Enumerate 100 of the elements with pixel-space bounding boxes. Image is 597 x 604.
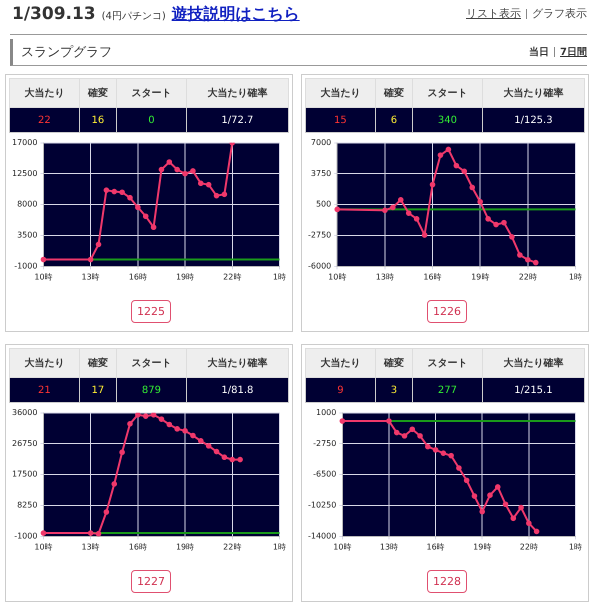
point (534, 528, 540, 534)
point (127, 421, 133, 427)
point (206, 182, 212, 188)
x-tick-label: 13時 (376, 272, 394, 282)
point (501, 220, 507, 226)
point (158, 416, 164, 422)
text: 大当たり (306, 78, 376, 108)
point (174, 426, 180, 432)
text: 確変 (375, 348, 413, 378)
point (394, 430, 400, 436)
point (150, 224, 156, 230)
point (526, 520, 532, 526)
text: 1/72.7 (186, 108, 288, 132)
point (525, 256, 531, 263)
y-tick-label: 17000 (12, 138, 38, 147)
y-tick-label: -1000 (14, 261, 38, 270)
y-tick-label: -6500 (313, 470, 336, 479)
text: 当日 (529, 47, 550, 58)
point (166, 159, 172, 165)
text: 15 (306, 108, 376, 132)
y-tick-label: 1000 (316, 408, 336, 417)
y-tick-label: 3750 (310, 168, 332, 178)
text: スタート (116, 78, 186, 108)
point (119, 189, 125, 196)
point (111, 188, 118, 194)
text: スランプグラフ (21, 44, 112, 61)
x-tick-label: 10時 (333, 542, 352, 552)
text: 1/215.1 (482, 378, 584, 402)
point (532, 260, 539, 266)
point (456, 465, 462, 471)
point (190, 168, 196, 174)
text: 大当たり確率 (482, 78, 584, 108)
text: 大当たり (10, 78, 80, 108)
point (417, 433, 423, 439)
point (409, 426, 416, 432)
point (222, 192, 228, 198)
y-tick-label: 12500 (12, 168, 38, 178)
point (150, 412, 156, 418)
point (182, 428, 188, 434)
point (340, 418, 346, 424)
text: 1/309.13 (12, 4, 96, 24)
point (477, 198, 483, 205)
point (119, 449, 125, 456)
x-tick-label: 22時 (518, 272, 537, 282)
point (502, 501, 508, 508)
x-tick-label: 1時 (568, 542, 582, 552)
point (166, 422, 172, 428)
point (493, 222, 499, 228)
y-tick-label: -6000 (308, 261, 332, 270)
point (198, 180, 204, 186)
point (40, 256, 46, 262)
x-tick-label: 19時 (176, 542, 194, 552)
x-tick-label: 13時 (82, 542, 100, 552)
y-tick-label: -10250 (308, 500, 336, 510)
point (127, 194, 133, 201)
y-tick-label: -2750 (308, 230, 332, 240)
text: 大当たり (306, 348, 376, 378)
x-tick-label: 10時 (34, 542, 53, 552)
text: 遊技説明はこちら (172, 4, 300, 23)
point (487, 492, 493, 498)
point (461, 168, 468, 174)
point (440, 450, 446, 456)
x-tick-label: 1時 (568, 272, 582, 282)
x-tick-label: 16時 (128, 272, 147, 282)
point (402, 433, 408, 439)
point (485, 216, 491, 222)
y-tick-label: 3500 (17, 230, 38, 240)
text: 1226 (427, 300, 467, 323)
point (518, 504, 524, 510)
point (104, 509, 110, 515)
point (494, 484, 501, 490)
point (517, 252, 523, 258)
text: グラフ表示 (532, 7, 587, 20)
text: 1227 (131, 570, 171, 593)
point (464, 478, 470, 484)
text: 大当たり確率 (482, 348, 584, 378)
point (422, 232, 428, 238)
text: 7日間 (560, 47, 587, 58)
text: 大当たり確率 (186, 348, 288, 378)
point (142, 213, 149, 220)
text: 6 (375, 108, 413, 132)
text: 3 (375, 378, 413, 402)
point (237, 456, 243, 462)
text: 確変 (375, 78, 413, 108)
x-tick-label: 19時 (471, 272, 490, 282)
text: (4円パチンコ) (102, 11, 166, 22)
x-tick-label: 22時 (520, 542, 538, 552)
text: 確変 (79, 78, 117, 108)
point (206, 443, 212, 449)
point (479, 508, 486, 514)
x-tick-label: 10時 (34, 272, 53, 282)
point (88, 256, 94, 262)
point (190, 432, 196, 438)
x-tick-label: 1時 (272, 272, 286, 282)
point (111, 481, 118, 487)
y-tick-label: -2750 (313, 438, 336, 448)
text: 大当たり確率 (186, 78, 288, 108)
x-tick-label: 19時 (473, 542, 492, 552)
point (40, 530, 46, 536)
point (222, 454, 228, 460)
